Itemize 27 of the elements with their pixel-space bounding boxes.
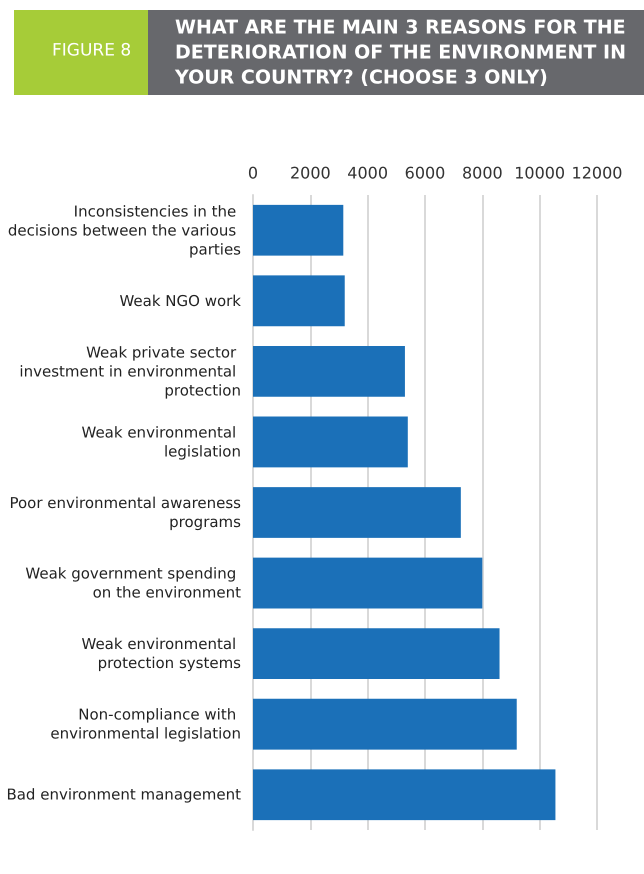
y-tick-label: Poor environmental awareness programs	[9, 494, 242, 531]
bar	[253, 487, 461, 538]
y-tick-label: Weak NGO work	[119, 292, 242, 310]
x-tick-label: 12000	[572, 164, 622, 182]
x-tick-label: 6000	[404, 164, 446, 182]
y-tick-label: Weak private sector investment in environmental protection	[19, 343, 241, 400]
x-tick-label: 2000	[290, 164, 331, 182]
bar	[253, 346, 405, 397]
x-tick-label: 0	[248, 164, 258, 182]
chart-title: WHAT ARE THE MAIN 3 REASONS FOR THE DETERIORATION OF THE ENVIRONMENT IN YOUR COUNTRY? (CHOOSE 3 ONLY)	[174, 16, 633, 88]
x-tick-label: 4000	[347, 164, 388, 182]
caption: FIGURE 8	[52, 40, 132, 60]
y-tick-label: Weak environmental protection systems	[82, 635, 242, 672]
y-tick-label: Bad environment management	[6, 786, 242, 804]
bar	[253, 769, 556, 820]
bar	[253, 204, 344, 256]
x-tick-label: 8000	[462, 164, 503, 182]
bar	[253, 275, 345, 326]
y-tick-label: Weak government spending on the environment	[25, 564, 242, 602]
y-tick-label: Non-compliance with environmental legislation	[50, 706, 241, 743]
bar	[253, 558, 482, 608]
bar	[253, 698, 517, 750]
bar	[253, 416, 408, 468]
bar	[253, 628, 500, 680]
y-tick-label: Weak environmental legislation	[82, 423, 241, 460]
x-tick-label: 10000	[514, 164, 566, 182]
y-tick-label: Inconsistencies in the decisions between the various parties	[8, 202, 242, 258]
